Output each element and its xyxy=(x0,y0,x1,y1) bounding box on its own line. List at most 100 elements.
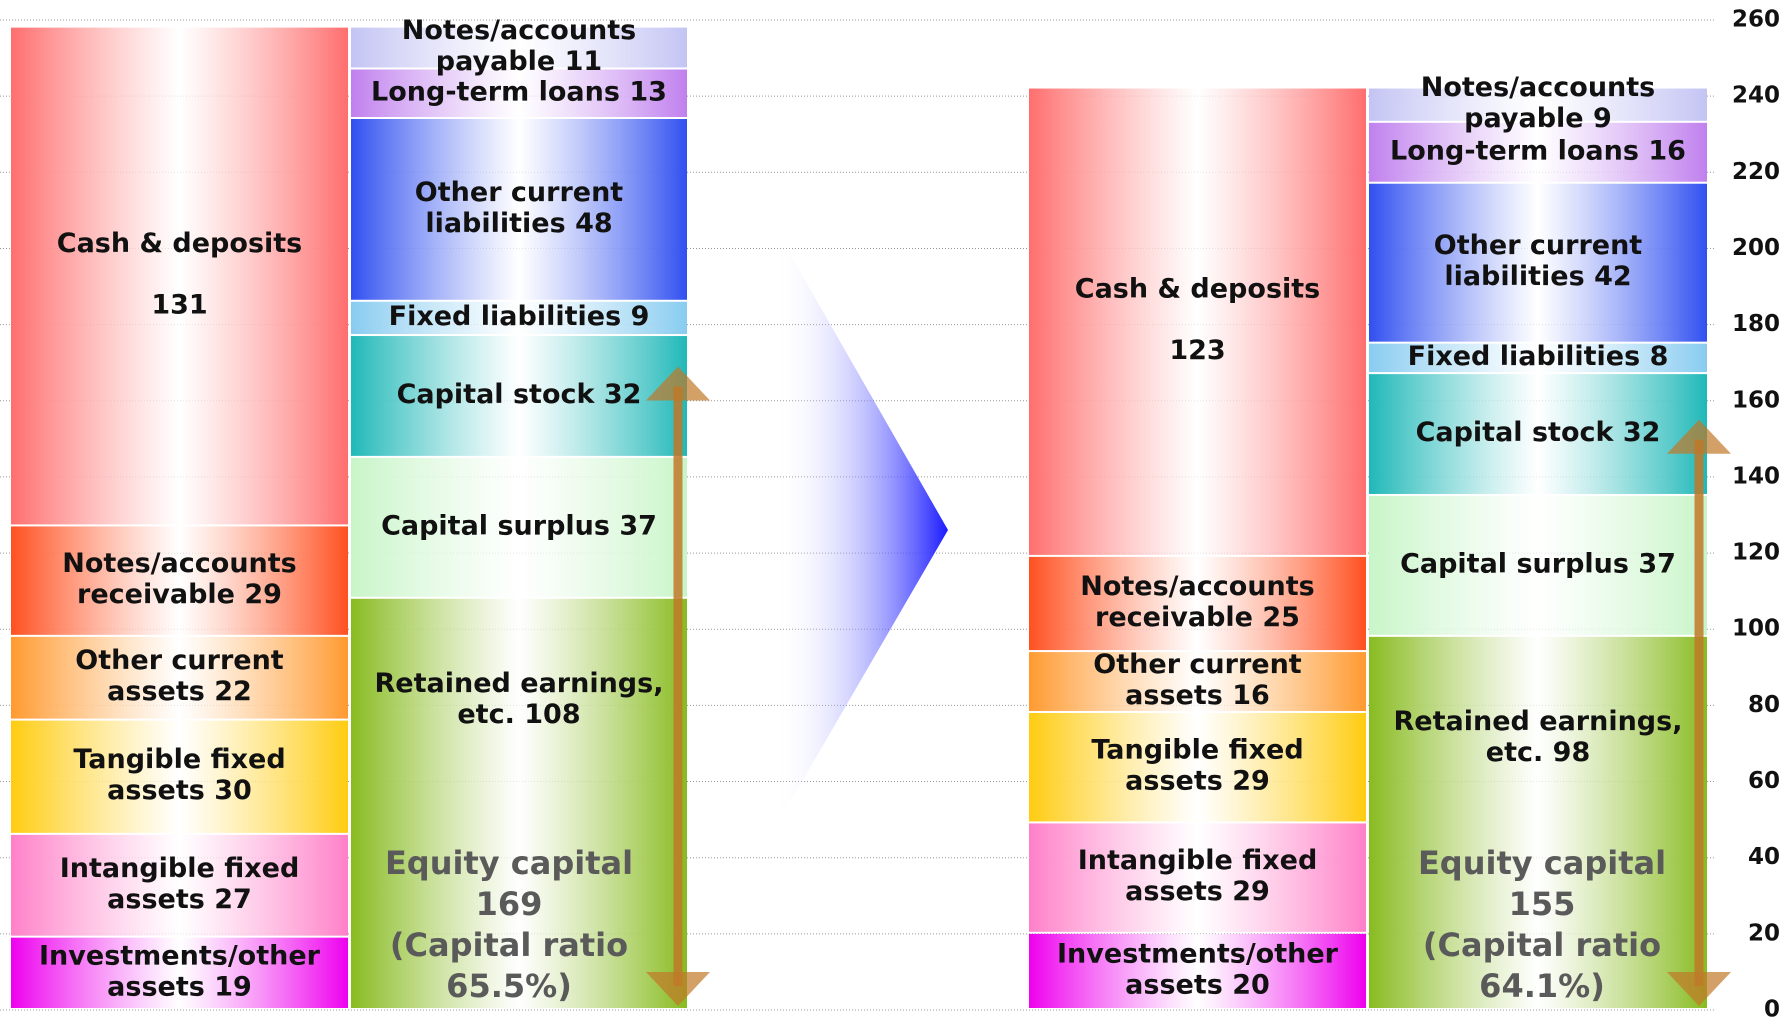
y-tick-label: 100 xyxy=(1732,616,1780,642)
segment-name: Cash & deposits xyxy=(57,228,303,259)
segment xyxy=(351,119,687,300)
segment xyxy=(351,457,687,597)
segment-name: etc. xyxy=(457,698,514,729)
equity-arrowhead xyxy=(1667,419,1731,454)
segment-name: Investments/other xyxy=(1057,938,1339,969)
transition-arrow xyxy=(775,228,948,828)
y-tick-label: 0 xyxy=(1764,997,1780,1017)
equity-note: (Capital ratio xyxy=(1423,926,1661,964)
segment-name: assets xyxy=(107,883,205,914)
segment-label: Fixed liabilities 9 xyxy=(389,300,650,331)
segment-value: 16 xyxy=(1232,680,1270,711)
segment-value: 32 xyxy=(604,378,642,409)
segment-value: 20 xyxy=(1232,969,1270,1000)
segment xyxy=(1029,823,1366,932)
segment-label: payable 9 xyxy=(1464,103,1612,134)
segment-label: Retained earnings, xyxy=(1394,705,1683,736)
segment xyxy=(1369,122,1707,182)
segment xyxy=(1369,88,1707,121)
segment-value: 32 xyxy=(1623,417,1661,448)
segment-name: assets xyxy=(1125,969,1223,1000)
segment-label: Capital surplus 37 xyxy=(381,510,657,541)
segment xyxy=(1369,183,1707,342)
segment-value: 108 xyxy=(524,698,580,729)
segment xyxy=(1369,343,1707,373)
segment-label: Notes/accounts xyxy=(62,548,297,579)
segment-label: etc. 98 xyxy=(1486,736,1590,767)
segment-name: Fixed liabilities xyxy=(389,300,622,331)
segment-value: 19 xyxy=(214,971,252,1002)
segment xyxy=(351,598,687,1008)
segment-name: Other current xyxy=(1434,230,1642,261)
segment xyxy=(1369,495,1707,635)
segment xyxy=(1029,652,1366,711)
segment-label: assets 29 xyxy=(1125,876,1270,907)
segment-name: Capital surplus xyxy=(381,510,610,541)
segment-name: Notes/accounts xyxy=(62,548,297,579)
segment-label: Cash & deposits xyxy=(57,228,303,259)
segment-name: Capital stock xyxy=(1416,417,1615,448)
segment-value: 9 xyxy=(631,300,650,331)
segment-name: Investments/other xyxy=(39,940,321,971)
segment-label: Intangible fixed xyxy=(60,852,300,883)
segment-value: 37 xyxy=(619,510,657,541)
y-tick-label: 260 xyxy=(1732,7,1780,33)
bars xyxy=(11,27,1707,1008)
segment-name: liabilities xyxy=(425,207,565,238)
y-tick-label: 20 xyxy=(1748,920,1780,946)
segment-label: assets 16 xyxy=(1125,680,1270,711)
segment-name: Other current xyxy=(415,176,623,207)
y-tick-label: 160 xyxy=(1732,387,1780,413)
segment xyxy=(351,336,687,456)
y-tick-label: 240 xyxy=(1732,83,1780,109)
segment-label: etc. 108 xyxy=(457,698,580,729)
segment-name: Long-term loans xyxy=(371,76,620,107)
segment xyxy=(11,720,348,833)
segment-name: assets xyxy=(1125,876,1223,907)
segment-label: Capital stock 32 xyxy=(1416,417,1661,448)
y-tick-label: 220 xyxy=(1732,159,1780,185)
segment xyxy=(1369,636,1707,1008)
labels: 0 20 40 60 80 100 120 140 160 180 200 220 240 260 Inve… xyxy=(39,7,1780,1017)
segment xyxy=(1029,556,1366,651)
segment-label: Investments/other xyxy=(1057,938,1339,969)
segment xyxy=(11,937,348,1008)
segment-name: Intangible fixed xyxy=(1078,845,1318,876)
segment-label: Notes/accounts xyxy=(1421,72,1656,103)
segment xyxy=(11,834,348,936)
y-tick-label: 60 xyxy=(1748,768,1780,794)
segment-name: etc. xyxy=(1486,736,1543,767)
segment-name: Retained earnings, xyxy=(1394,705,1683,736)
segment-value: 29 xyxy=(244,579,282,610)
segment-label: receivable 29 xyxy=(77,579,282,610)
segment-value: 22 xyxy=(214,676,252,707)
segment-label: Other current xyxy=(415,176,623,207)
segment xyxy=(11,27,348,525)
segment-label: assets 19 xyxy=(107,971,252,1002)
segment-value: 98 xyxy=(1553,736,1591,767)
equity-note: (Capital ratio xyxy=(390,926,628,964)
segment-name: payable xyxy=(1464,103,1583,134)
segment-value: 27 xyxy=(214,883,252,914)
segment-value: 25 xyxy=(1262,601,1300,632)
segment-name: Long-term loans xyxy=(1390,135,1639,166)
segment-label: assets 29 xyxy=(1125,765,1270,796)
equity-name: Equity capital xyxy=(1418,844,1666,882)
equity-arrowhead xyxy=(646,366,710,401)
segment-label: assets 30 xyxy=(107,775,252,806)
segment-name: payable xyxy=(436,46,555,77)
y-tick-label: 140 xyxy=(1732,463,1780,489)
equity-arrowhead xyxy=(1667,972,1731,1006)
y-tick-label: 40 xyxy=(1748,844,1780,870)
equity-note: 64.1%) xyxy=(1479,967,1605,1005)
segment xyxy=(351,27,687,68)
segment-label: assets 27 xyxy=(107,883,252,914)
segment-name: assets xyxy=(1125,765,1223,796)
segment-label: Investments/other xyxy=(39,940,321,971)
equity-value: 155 xyxy=(1509,885,1576,923)
segment-label: Other current xyxy=(75,645,283,676)
segment-label: Other current xyxy=(1434,230,1642,261)
segment-name: Tangible fixed xyxy=(1091,734,1303,765)
segment-label: liabilities 48 xyxy=(425,207,612,238)
